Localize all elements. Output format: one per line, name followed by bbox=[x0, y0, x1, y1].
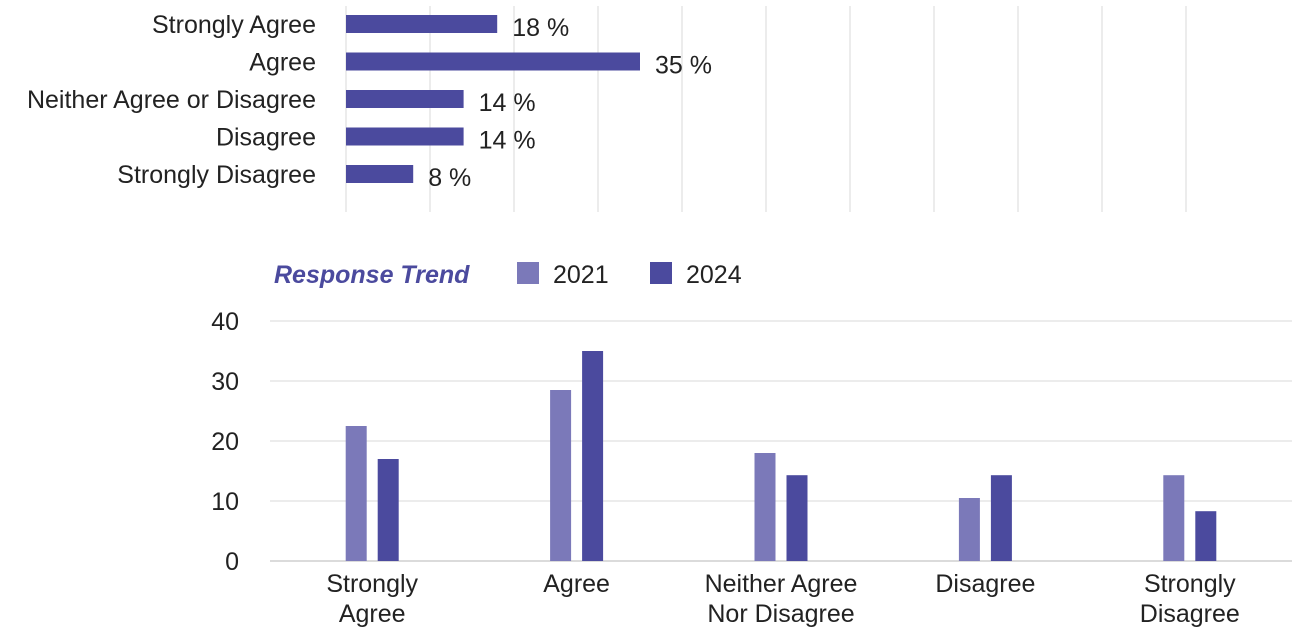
data-label-strongly-agree: 18 % bbox=[512, 14, 569, 42]
y-tick-label-0: 0 bbox=[225, 548, 239, 576]
y-tick-label-40: 40 bbox=[211, 308, 239, 336]
x-category-label-agree: Agree bbox=[543, 570, 610, 598]
data-label-neither-agree-or-disagree: 14 % bbox=[479, 89, 536, 117]
x-category-label-strongly-disagree: Strongly Disagree bbox=[1140, 570, 1240, 628]
bar-2021-disagree bbox=[958, 498, 980, 561]
chart-title: Response Trend bbox=[274, 261, 470, 289]
x-category-label-line: Strongly bbox=[1144, 570, 1236, 598]
top-chart-bars bbox=[346, 15, 640, 183]
bar-2024-strongly-disagree bbox=[1195, 511, 1217, 561]
y-tick-label-30: 30 bbox=[211, 368, 239, 396]
top-chart-labels: Strongly Agree 18 % Agree 35 % Neither Agree… bbox=[27, 11, 712, 192]
category-label-disagree: Disagree bbox=[216, 124, 316, 152]
x-category-label-line: Neither Agree bbox=[705, 570, 858, 598]
data-label-disagree: 14 % bbox=[479, 127, 536, 155]
bar-2024-agree bbox=[582, 351, 604, 561]
x-category-label-line: Strongly bbox=[326, 570, 418, 598]
bar-2024-neither-agree-nor-disagree bbox=[786, 475, 808, 561]
bar-2021-strongly-disagree bbox=[1163, 475, 1185, 561]
bar-2024-disagree bbox=[990, 475, 1012, 561]
x-category-label-line: Agree bbox=[543, 570, 610, 598]
category-label-neither-agree-or-disagree: Neither Agree or Disagree bbox=[27, 86, 316, 114]
bar-2021-neither-agree-nor-disagree bbox=[754, 453, 776, 561]
bottom-chart-bars bbox=[345, 351, 1217, 561]
category-label-strongly-disagree: Strongly Disagree bbox=[117, 161, 316, 189]
bar-strongly-disagree bbox=[346, 165, 414, 183]
x-category-label-line: Nor Disagree bbox=[707, 600, 854, 628]
top-chart-gridlines bbox=[345, 6, 1187, 212]
y-tick-label-10: 10 bbox=[211, 488, 239, 516]
bar-2024-strongly-agree bbox=[377, 459, 399, 561]
category-label-strongly-agree: Strongly Agree bbox=[152, 11, 316, 39]
bar-disagree bbox=[346, 127, 464, 146]
y-tick-label-20: 20 bbox=[211, 428, 239, 456]
bar-agree bbox=[346, 52, 640, 71]
legend-label-2024: 2024 bbox=[686, 261, 742, 289]
horizontal-bar-chart: Strongly Agree 18 % Agree 35 % Neither Agree… bbox=[27, 6, 1187, 212]
x-category-label-disagree: Disagree bbox=[935, 570, 1035, 598]
data-label-agree: 35 % bbox=[655, 52, 712, 80]
category-label-agree: Agree bbox=[249, 49, 316, 77]
legend-swatch-2021 bbox=[517, 262, 539, 284]
bar-strongly-agree bbox=[346, 15, 498, 33]
x-category-label-neither-agree-nor-disagree: Neither Agree Nor Disagree bbox=[705, 570, 858, 628]
legend-swatch-2024 bbox=[650, 262, 672, 284]
bottom-chart-legend: Response Trend 2021 2024 bbox=[274, 261, 742, 289]
bar-2021-strongly-agree bbox=[345, 426, 367, 561]
x-category-label-line: Disagree bbox=[1140, 600, 1240, 628]
legend-label-2021: 2021 bbox=[553, 261, 609, 289]
bar-neither-agree-or-disagree bbox=[346, 90, 464, 108]
bottom-chart-gridlines bbox=[270, 320, 1292, 562]
data-label-strongly-disagree: 8 % bbox=[428, 164, 471, 192]
bar-2021-agree bbox=[550, 390, 572, 561]
x-category-label-line: Agree bbox=[339, 600, 406, 628]
x-category-label-line: Disagree bbox=[935, 570, 1035, 598]
x-category-label-strongly-agree: Strongly Agree bbox=[326, 570, 418, 628]
